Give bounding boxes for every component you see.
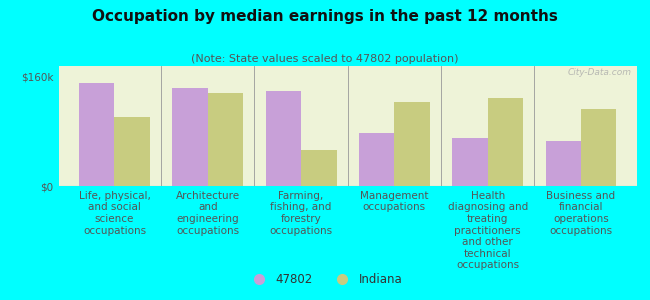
Bar xyxy=(172,88,208,186)
Bar xyxy=(208,93,243,186)
Bar xyxy=(488,98,523,186)
Bar xyxy=(79,83,114,186)
Legend: 47802, Indiana: 47802, Indiana xyxy=(242,269,408,291)
Bar xyxy=(359,133,395,186)
Text: (Note: State values scaled to 47802 population): (Note: State values scaled to 47802 popu… xyxy=(191,54,459,64)
Bar xyxy=(545,141,581,186)
Bar xyxy=(581,109,616,186)
Bar xyxy=(114,117,150,186)
Text: City-Data.com: City-Data.com xyxy=(567,68,631,77)
Text: Occupation by median earnings in the past 12 months: Occupation by median earnings in the pas… xyxy=(92,9,558,24)
Bar xyxy=(395,102,430,186)
Bar xyxy=(452,138,488,186)
Bar xyxy=(301,150,337,186)
Bar xyxy=(266,92,301,186)
